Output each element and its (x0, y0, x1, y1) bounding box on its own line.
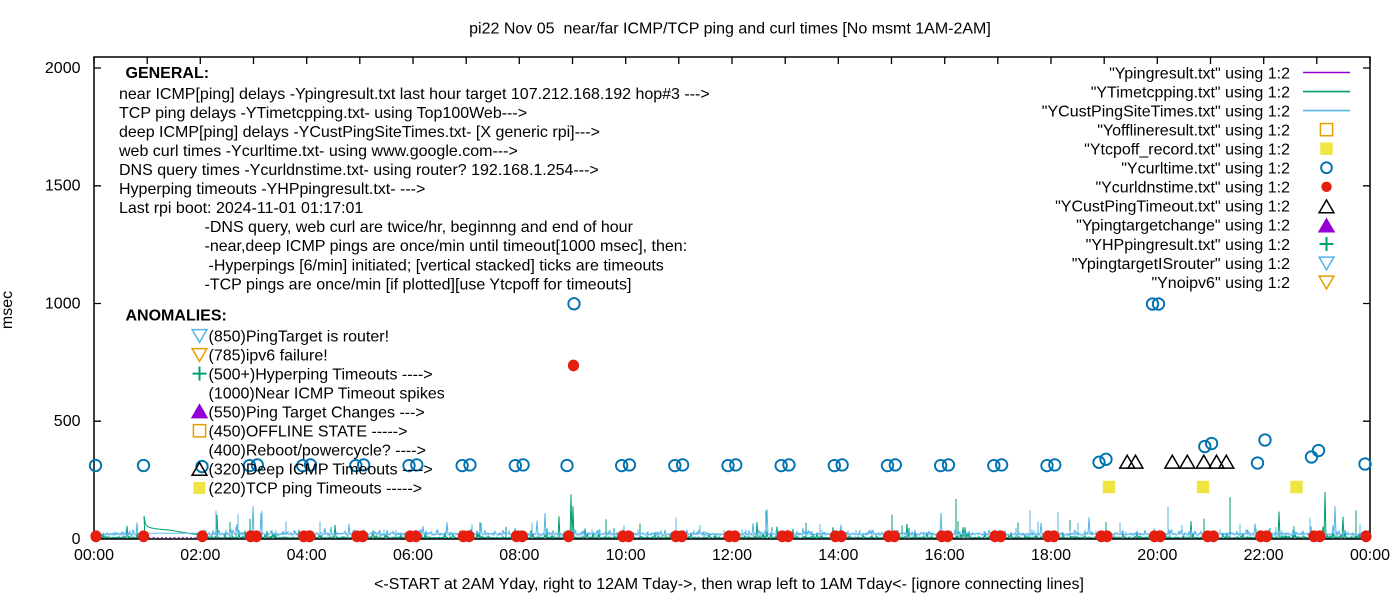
svg-text:msec: msec (0, 291, 16, 329)
svg-text:"Ypingtargetchange" using 1:2: "Ypingtargetchange" using 1:2 (1076, 218, 1290, 235)
svg-text:(850)PingTarget is router!: (850)PingTarget is router! (209, 328, 390, 345)
svg-text:12:00: 12:00 (712, 547, 752, 564)
svg-text:(400)Reboot/powercycle? ---->: (400)Reboot/powercycle? ----> (209, 443, 426, 460)
svg-text:"Ynoipv6" using 1:2: "Ynoipv6" using 1:2 (1151, 275, 1290, 292)
svg-text:TCP ping delays -YTimetcpping.: TCP ping delays -YTimetcpping.txt- using… (119, 105, 527, 122)
svg-text:"Ypingresult.txt" using 1:2: "Ypingresult.txt" using 1:2 (1109, 65, 1290, 82)
svg-text:(220)TCP ping Timeouts ----->: (220)TCP ping Timeouts -----> (209, 481, 423, 498)
svg-text:"YTimetcpping.txt" using 1:2: "YTimetcpping.txt" using 1:2 (1091, 84, 1290, 101)
svg-text:22:00: 22:00 (1244, 547, 1284, 564)
svg-text:(785)ipv6 failure!: (785)ipv6 failure! (209, 347, 328, 364)
svg-text:10:00: 10:00 (606, 547, 646, 564)
svg-text:00:00: 00:00 (74, 547, 114, 564)
svg-text:08:00: 08:00 (499, 547, 539, 564)
svg-text:16:00: 16:00 (925, 547, 965, 564)
svg-text:(550)Ping Target Changes --->: (550)Ping Target Changes ---> (209, 405, 425, 422)
svg-text:(500+)Hyperping Timeouts ---->: (500+)Hyperping Timeouts ----> (209, 366, 433, 383)
svg-text:-near,deep ICMP pings are once: -near,deep ICMP pings are once/min until… (205, 238, 688, 255)
svg-text:"Ytcpoff_record.txt" using 1:2: "Ytcpoff_record.txt" using 1:2 (1084, 142, 1290, 159)
svg-text:-DNS query, web curl are twice: -DNS query, web curl are twice/hr, begin… (205, 219, 634, 236)
svg-text:<-START at 2AM Yday, right to: <-START at 2AM Yday, right to 12AM Tday-… (374, 576, 1084, 593)
svg-text:(320)Deep ICMP Timeouts ---->: (320)Deep ICMP Timeouts ----> (209, 462, 433, 479)
svg-text:"Ycurldnstime.txt" using 1:2: "Ycurldnstime.txt" using 1:2 (1095, 180, 1290, 197)
svg-text:Last rpi boot: 2024-11-01 01:1: Last rpi boot: 2024-11-01 01:17:01 (119, 200, 363, 217)
svg-text:"YCustPingSiteTimes.txt" using: "YCustPingSiteTimes.txt" using 1:2 (1042, 103, 1290, 120)
svg-text:20:00: 20:00 (1137, 547, 1177, 564)
svg-text:(1000)Near ICMP Timeout spikes: (1000)Near ICMP Timeout spikes (209, 385, 445, 402)
svg-text:web curl times -Ycurltime.txt-: web curl times -Ycurltime.txt- using www… (118, 143, 518, 160)
svg-text:"Ycurltime.txt" using 1:2: "Ycurltime.txt" using 1:2 (1121, 161, 1290, 178)
svg-text:deep ICMP[ping] delays -YCustP: deep ICMP[ping] delays -YCustPingSiteTim… (119, 124, 600, 141)
svg-text:02:00: 02:00 (180, 547, 220, 564)
svg-text:04:00: 04:00 (287, 547, 327, 564)
svg-text:500: 500 (54, 413, 81, 430)
svg-text:18:00: 18:00 (1031, 547, 1071, 564)
svg-text:0: 0 (72, 531, 81, 548)
svg-text:00:00: 00:00 (1350, 547, 1390, 564)
svg-text:near ICMP[ping] delays -Ypingr: near ICMP[ping] delays -Ypingresult.txt … (119, 86, 710, 103)
svg-text:"YHPpingresult.txt" using 1:2: "YHPpingresult.txt" using 1:2 (1086, 237, 1290, 254)
svg-text:(450)OFFLINE STATE ----->: (450)OFFLINE STATE -----> (209, 424, 408, 441)
svg-text:pi22 Nov 05 near/far ICMP/TCP: pi22 Nov 05 near/far ICMP/TCP ping and c… (469, 21, 991, 38)
svg-text:"Yofflineresult.txt" using 1:2: "Yofflineresult.txt" using 1:2 (1097, 122, 1290, 139)
svg-text:-Hyperpings [6/min] initiated;: -Hyperpings [6/min] initiated; [vertical… (209, 257, 664, 274)
svg-text:GENERAL:: GENERAL: (126, 65, 210, 82)
svg-text:06:00: 06:00 (393, 547, 433, 564)
svg-text:1500: 1500 (45, 178, 81, 195)
svg-text:Hyperping timeouts -YHPpingres: Hyperping timeouts -YHPpingresult.txt- -… (119, 181, 425, 198)
svg-text:DNS query times -Ycurldnstime.: DNS query times -Ycurldnstime.txt- using… (119, 162, 599, 179)
svg-text:-TCP pings are once/min [if pl: -TCP pings are once/min [if plotted][use… (205, 276, 632, 293)
svg-text:ANOMALIES:: ANOMALIES: (126, 307, 227, 324)
svg-text:2000: 2000 (45, 60, 81, 77)
svg-text:14:00: 14:00 (818, 547, 858, 564)
svg-text:1000: 1000 (45, 295, 81, 312)
svg-text:"YCustPingTimeout.txt" using 1: "YCustPingTimeout.txt" using 1:2 (1055, 199, 1290, 216)
svg-text:"YpingtargetISrouter" using 1:: "YpingtargetISrouter" using 1:2 (1072, 256, 1290, 273)
